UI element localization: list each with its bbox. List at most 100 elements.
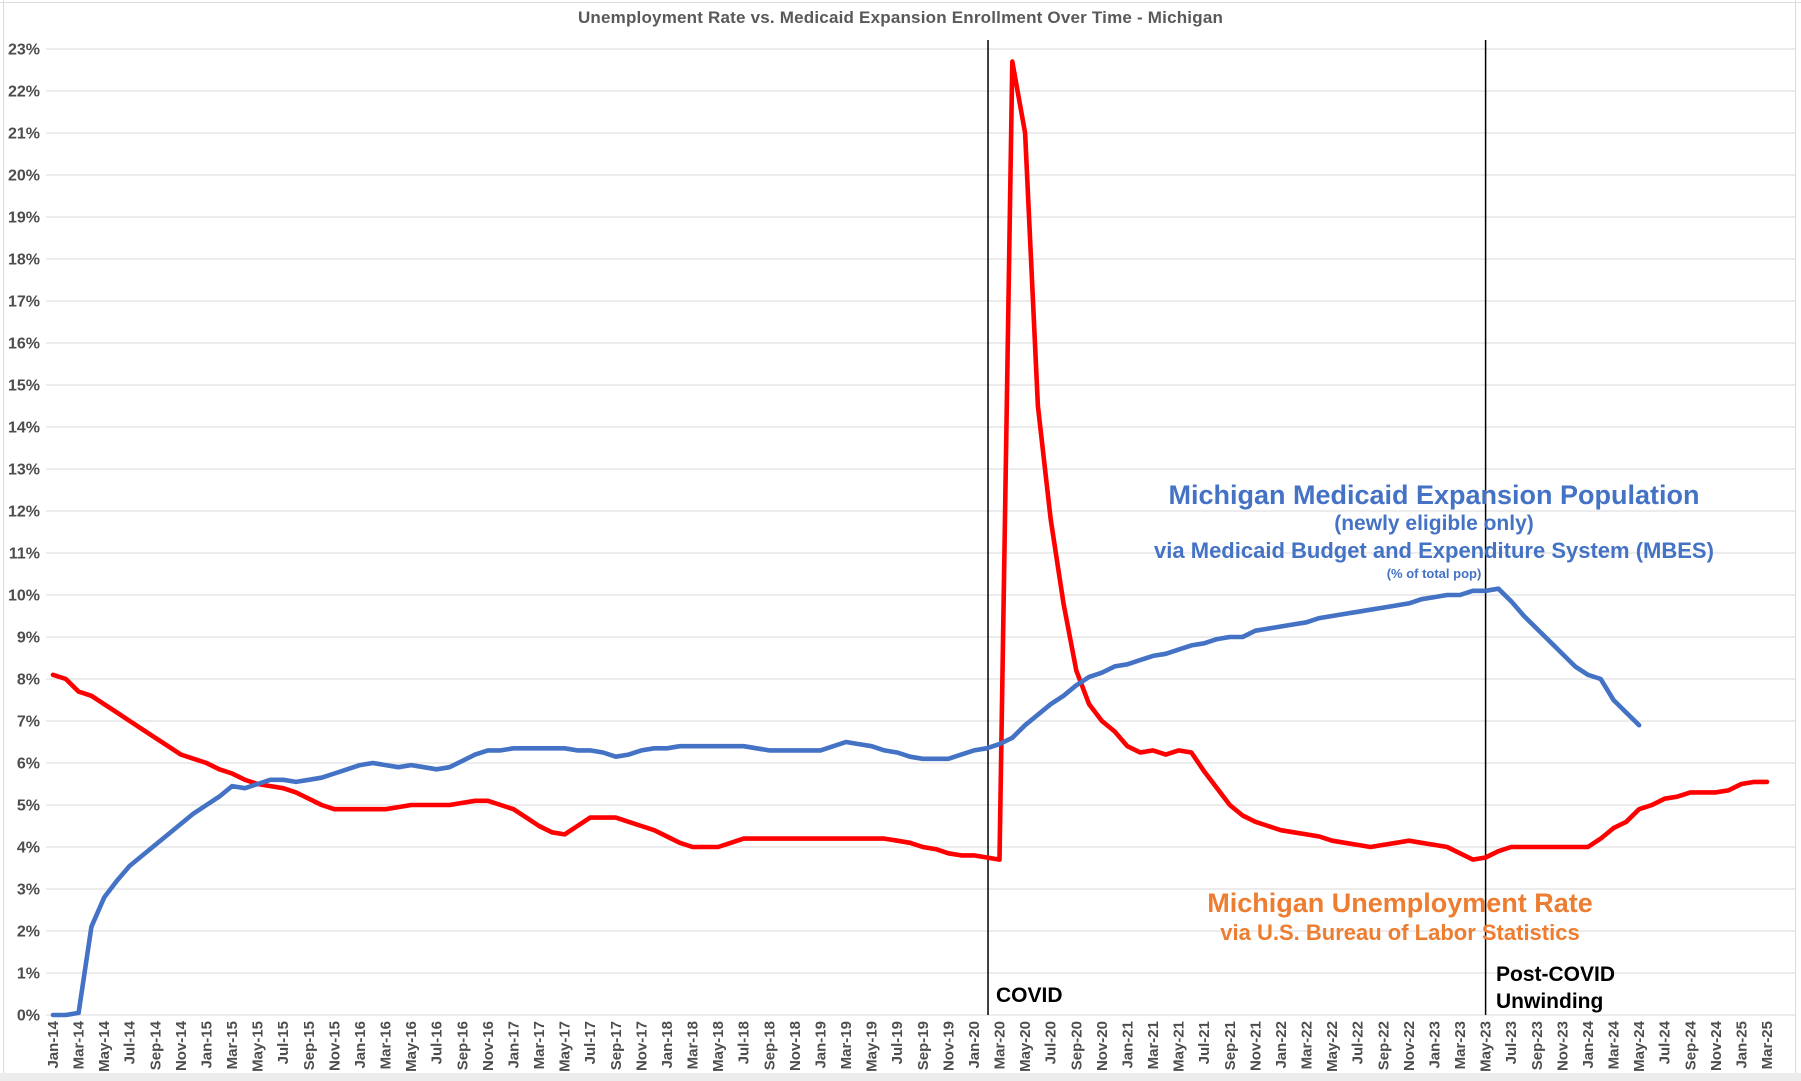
x-tick-label: Jul-18 <box>736 1021 753 1064</box>
x-tick-label: Jan-14 <box>45 1020 62 1068</box>
x-tick-label: Nov-23 <box>1554 1021 1571 1071</box>
x-tick-label: May-14 <box>96 1020 113 1072</box>
x-tick-label: Mar-21 <box>1145 1021 1162 1069</box>
x-tick-label: Mar-25 <box>1759 1021 1776 1069</box>
y-tick-label: 12% <box>8 504 40 521</box>
x-tick-label: Nov-14 <box>173 1020 190 1071</box>
y-tick-label: 16% <box>8 336 40 353</box>
x-tick-label: Jan-18 <box>659 1021 676 1069</box>
x-tick-label: May-23 <box>1478 1021 1495 1072</box>
y-tick-label: 14% <box>8 420 40 437</box>
x-tick-label: May-18 <box>710 1021 727 1072</box>
x-tick-label: Nov-18 <box>787 1021 804 1071</box>
x-tick-label: Jan-15 <box>198 1021 215 1069</box>
x-tick-label: Nov-22 <box>1401 1021 1418 1071</box>
x-tick-label: Nov-24 <box>1708 1020 1725 1071</box>
x-tick-label: Jul-17 <box>582 1021 599 1064</box>
y-tick-label: 2% <box>17 924 40 941</box>
x-tick-label: May-15 <box>250 1021 267 1072</box>
y-tick-label: 23% <box>8 42 40 59</box>
x-tick-label: May-19 <box>864 1021 881 1072</box>
x-tick-label: Sep-19 <box>915 1021 932 1070</box>
x-tick-label: Mar-16 <box>378 1021 395 1069</box>
window-border-bottom <box>0 1073 1801 1081</box>
x-tick-label: Mar-24 <box>1606 1020 1623 1069</box>
y-tick-label: 13% <box>8 462 40 479</box>
y-tick-label: 5% <box>17 798 40 815</box>
x-tick-label: Jan-23 <box>1426 1021 1443 1069</box>
y-tick-label: 6% <box>17 756 40 773</box>
x-tick-label: Nov-20 <box>1094 1021 1111 1071</box>
x-tick-label: Nov-16 <box>480 1021 497 1071</box>
y-tick-label: 4% <box>17 840 40 857</box>
x-tick-label: Nov-21 <box>1247 1021 1264 1071</box>
y-tick-label: 11% <box>9 546 40 563</box>
x-tick-label: Jan-22 <box>1273 1021 1290 1069</box>
x-tick-label: Mar-22 <box>1299 1021 1316 1069</box>
y-tick-label: 9% <box>17 630 40 647</box>
x-tick-label: Sep-14 <box>147 1020 164 1070</box>
x-tick-label: Mar-15 <box>224 1021 241 1069</box>
x-tick-label: Mar-17 <box>531 1021 548 1069</box>
medicaid-line <box>50 586 1642 1018</box>
x-tick-label: Jul-16 <box>429 1021 446 1064</box>
x-tick-label: Jan-19 <box>812 1021 829 1069</box>
y-tick-label: 10% <box>8 588 40 605</box>
x-tick-label: Sep-15 <box>301 1021 318 1070</box>
x-tick-label: May-21 <box>1171 1021 1188 1072</box>
y-tick-label: 21% <box>8 126 40 143</box>
x-tick-label: Jan-20 <box>966 1021 983 1069</box>
x-tick-label: May-24 <box>1631 1020 1648 1072</box>
y-tick-label: 20% <box>8 168 40 185</box>
y-tick-label: 7% <box>17 714 40 731</box>
x-tick-label: Nov-17 <box>633 1021 650 1071</box>
x-tick-label: Jul-22 <box>1350 1021 1367 1064</box>
x-tick-label: Jul-20 <box>1043 1021 1060 1064</box>
x-tick-label: Sep-18 <box>761 1021 778 1070</box>
y-tick-label: 15% <box>8 378 40 395</box>
x-tick-label: Jul-15 <box>275 1021 292 1064</box>
y-tick-label: 17% <box>8 294 40 311</box>
x-tick-label: Jul-24 <box>1657 1020 1674 1064</box>
x-tick-label: May-17 <box>557 1021 574 1072</box>
x-tick-label: Jul-14 <box>122 1020 139 1064</box>
x-tick-label: Jul-19 <box>889 1021 906 1064</box>
x-tick-label: Jan-24 <box>1580 1020 1597 1068</box>
y-tick-label: 0% <box>17 1008 40 1025</box>
x-tick-label: Mar-20 <box>992 1021 1009 1069</box>
x-tick-label: Mar-23 <box>1452 1021 1469 1069</box>
unemployment-line <box>50 59 1770 862</box>
x-tick-label: Mar-18 <box>685 1021 702 1069</box>
window-border-right <box>1795 0 1796 1073</box>
x-tick-label: Sep-20 <box>1068 1021 1085 1070</box>
x-tick-label: Jan-16 <box>352 1021 369 1069</box>
x-tick-label: Jul-21 <box>1196 1021 1213 1064</box>
x-tick-label: Jan-25 <box>1733 1021 1750 1069</box>
x-tick-label: Nov-19 <box>940 1021 957 1071</box>
y-tick-label: 8% <box>17 672 40 689</box>
window-border-top <box>0 2 1801 3</box>
y-tick-label: 19% <box>8 210 40 227</box>
x-tick-label: May-20 <box>1017 1021 1034 1072</box>
x-tick-label: Sep-21 <box>1222 1021 1239 1070</box>
x-tick-label: Mar-14 <box>71 1020 88 1069</box>
x-tick-label: Sep-24 <box>1682 1020 1699 1070</box>
x-tick-label: Sep-22 <box>1375 1021 1392 1070</box>
x-tick-label: Jan-17 <box>505 1021 522 1069</box>
x-tick-label: Sep-16 <box>454 1021 471 1070</box>
x-tick-label: Mar-19 <box>838 1021 855 1069</box>
window-border-left <box>3 0 4 1073</box>
x-tick-label: Jul-23 <box>1503 1021 1520 1064</box>
y-tick-label: 22% <box>8 84 40 101</box>
x-tick-label: May-22 <box>1324 1021 1341 1072</box>
x-tick-label: Sep-23 <box>1529 1021 1546 1070</box>
x-tick-label: Sep-17 <box>608 1021 625 1070</box>
y-tick-label: 1% <box>17 966 40 983</box>
x-tick-label: May-16 <box>403 1021 420 1072</box>
y-tick-label: 3% <box>17 882 40 899</box>
y-tick-label: 18% <box>8 252 40 269</box>
x-tick-label: Jan-21 <box>1119 1021 1136 1069</box>
x-tick-label: Nov-15 <box>326 1021 343 1071</box>
